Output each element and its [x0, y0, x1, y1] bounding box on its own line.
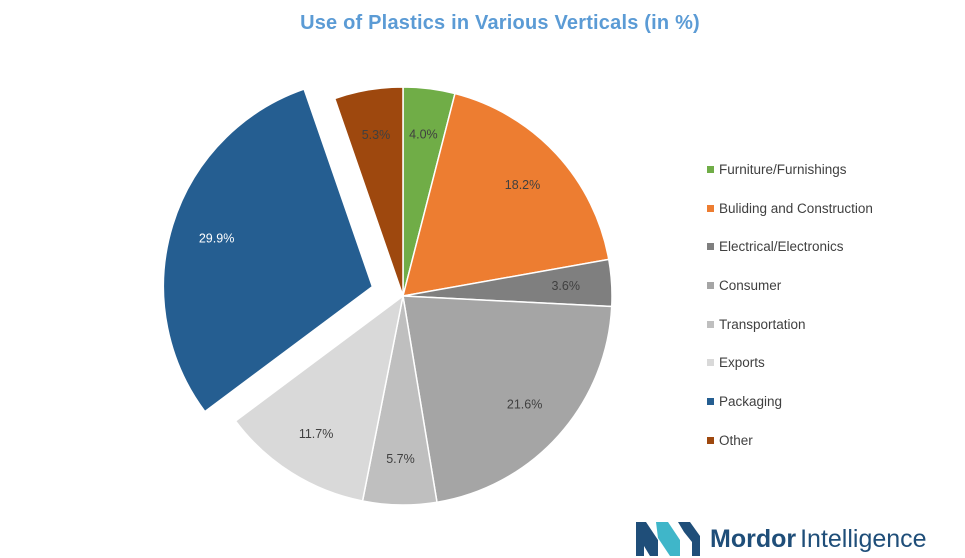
legend-swatch: [707, 281, 714, 289]
legend-label: Consumer: [719, 277, 782, 293]
legend-label: Electrical/Electronics: [719, 239, 844, 255]
legend-label: Exports: [719, 355, 765, 371]
slice-label-buliding-and-construction: 18.2%: [505, 178, 540, 192]
legend-item-furniture-furnishings: Furniture/Furnishings: [707, 150, 873, 189]
brand-logo-block: Mordor Intelligence: [636, 522, 927, 556]
mordor-logo-icon: [636, 522, 700, 556]
legend-label: Buliding and Construction: [719, 200, 873, 216]
slice-label-other: 5.3%: [362, 128, 391, 142]
legend-label: Other: [719, 432, 753, 448]
legend-swatch: [707, 320, 714, 328]
legend-swatch: [707, 165, 714, 173]
legend-item-packaging: Packaging: [707, 382, 873, 421]
legend-label: Furniture/Furnishings: [719, 161, 847, 177]
pie-slice-consumer: [402, 295, 613, 504]
brand-name-mordor: Mordor: [710, 524, 797, 553]
brand-name-intelligence: Intelligence: [800, 524, 927, 553]
pie-slice-packaging: [162, 88, 374, 413]
legend-item-other: Other: [707, 421, 873, 460]
legend-item-electrical-electronics: Electrical/Electronics: [707, 227, 873, 266]
slice-label-consumer: 21.6%: [507, 398, 542, 412]
legend-label: Packaging: [719, 393, 783, 409]
legend-swatch: [707, 359, 714, 367]
legend-swatch: [707, 243, 714, 251]
legend-swatch: [707, 436, 714, 444]
slice-label-electrical-electronics: 3.6%: [551, 279, 580, 293]
legend-item-buliding-and-construction: Buliding and Construction: [707, 189, 873, 228]
slice-label-exports: 11.7%: [299, 427, 334, 441]
slice-label-transportation: 5.7%: [386, 452, 415, 466]
pie-slice-other: [333, 86, 404, 297]
legend-item-exports: Exports: [707, 343, 873, 382]
pie-slice-exports: [234, 294, 405, 502]
legend-label: Transportation: [719, 316, 806, 332]
legend-swatch: [707, 397, 714, 405]
chart-title: Use of Plastics in Various Verticals (in…: [300, 12, 700, 34]
legend-swatch: [707, 204, 714, 212]
pie-slice-buliding-and-construction: [401, 92, 610, 297]
slice-label-furniture-furnishings: 4.0%: [409, 127, 438, 141]
legend-item-consumer: Consumer: [707, 266, 873, 305]
legend-item-transportation: Transportation: [707, 305, 873, 344]
slice-label-packaging: 29.9%: [199, 232, 234, 246]
legend: Furniture/Furnishings Buliding and Constr…: [707, 150, 873, 460]
